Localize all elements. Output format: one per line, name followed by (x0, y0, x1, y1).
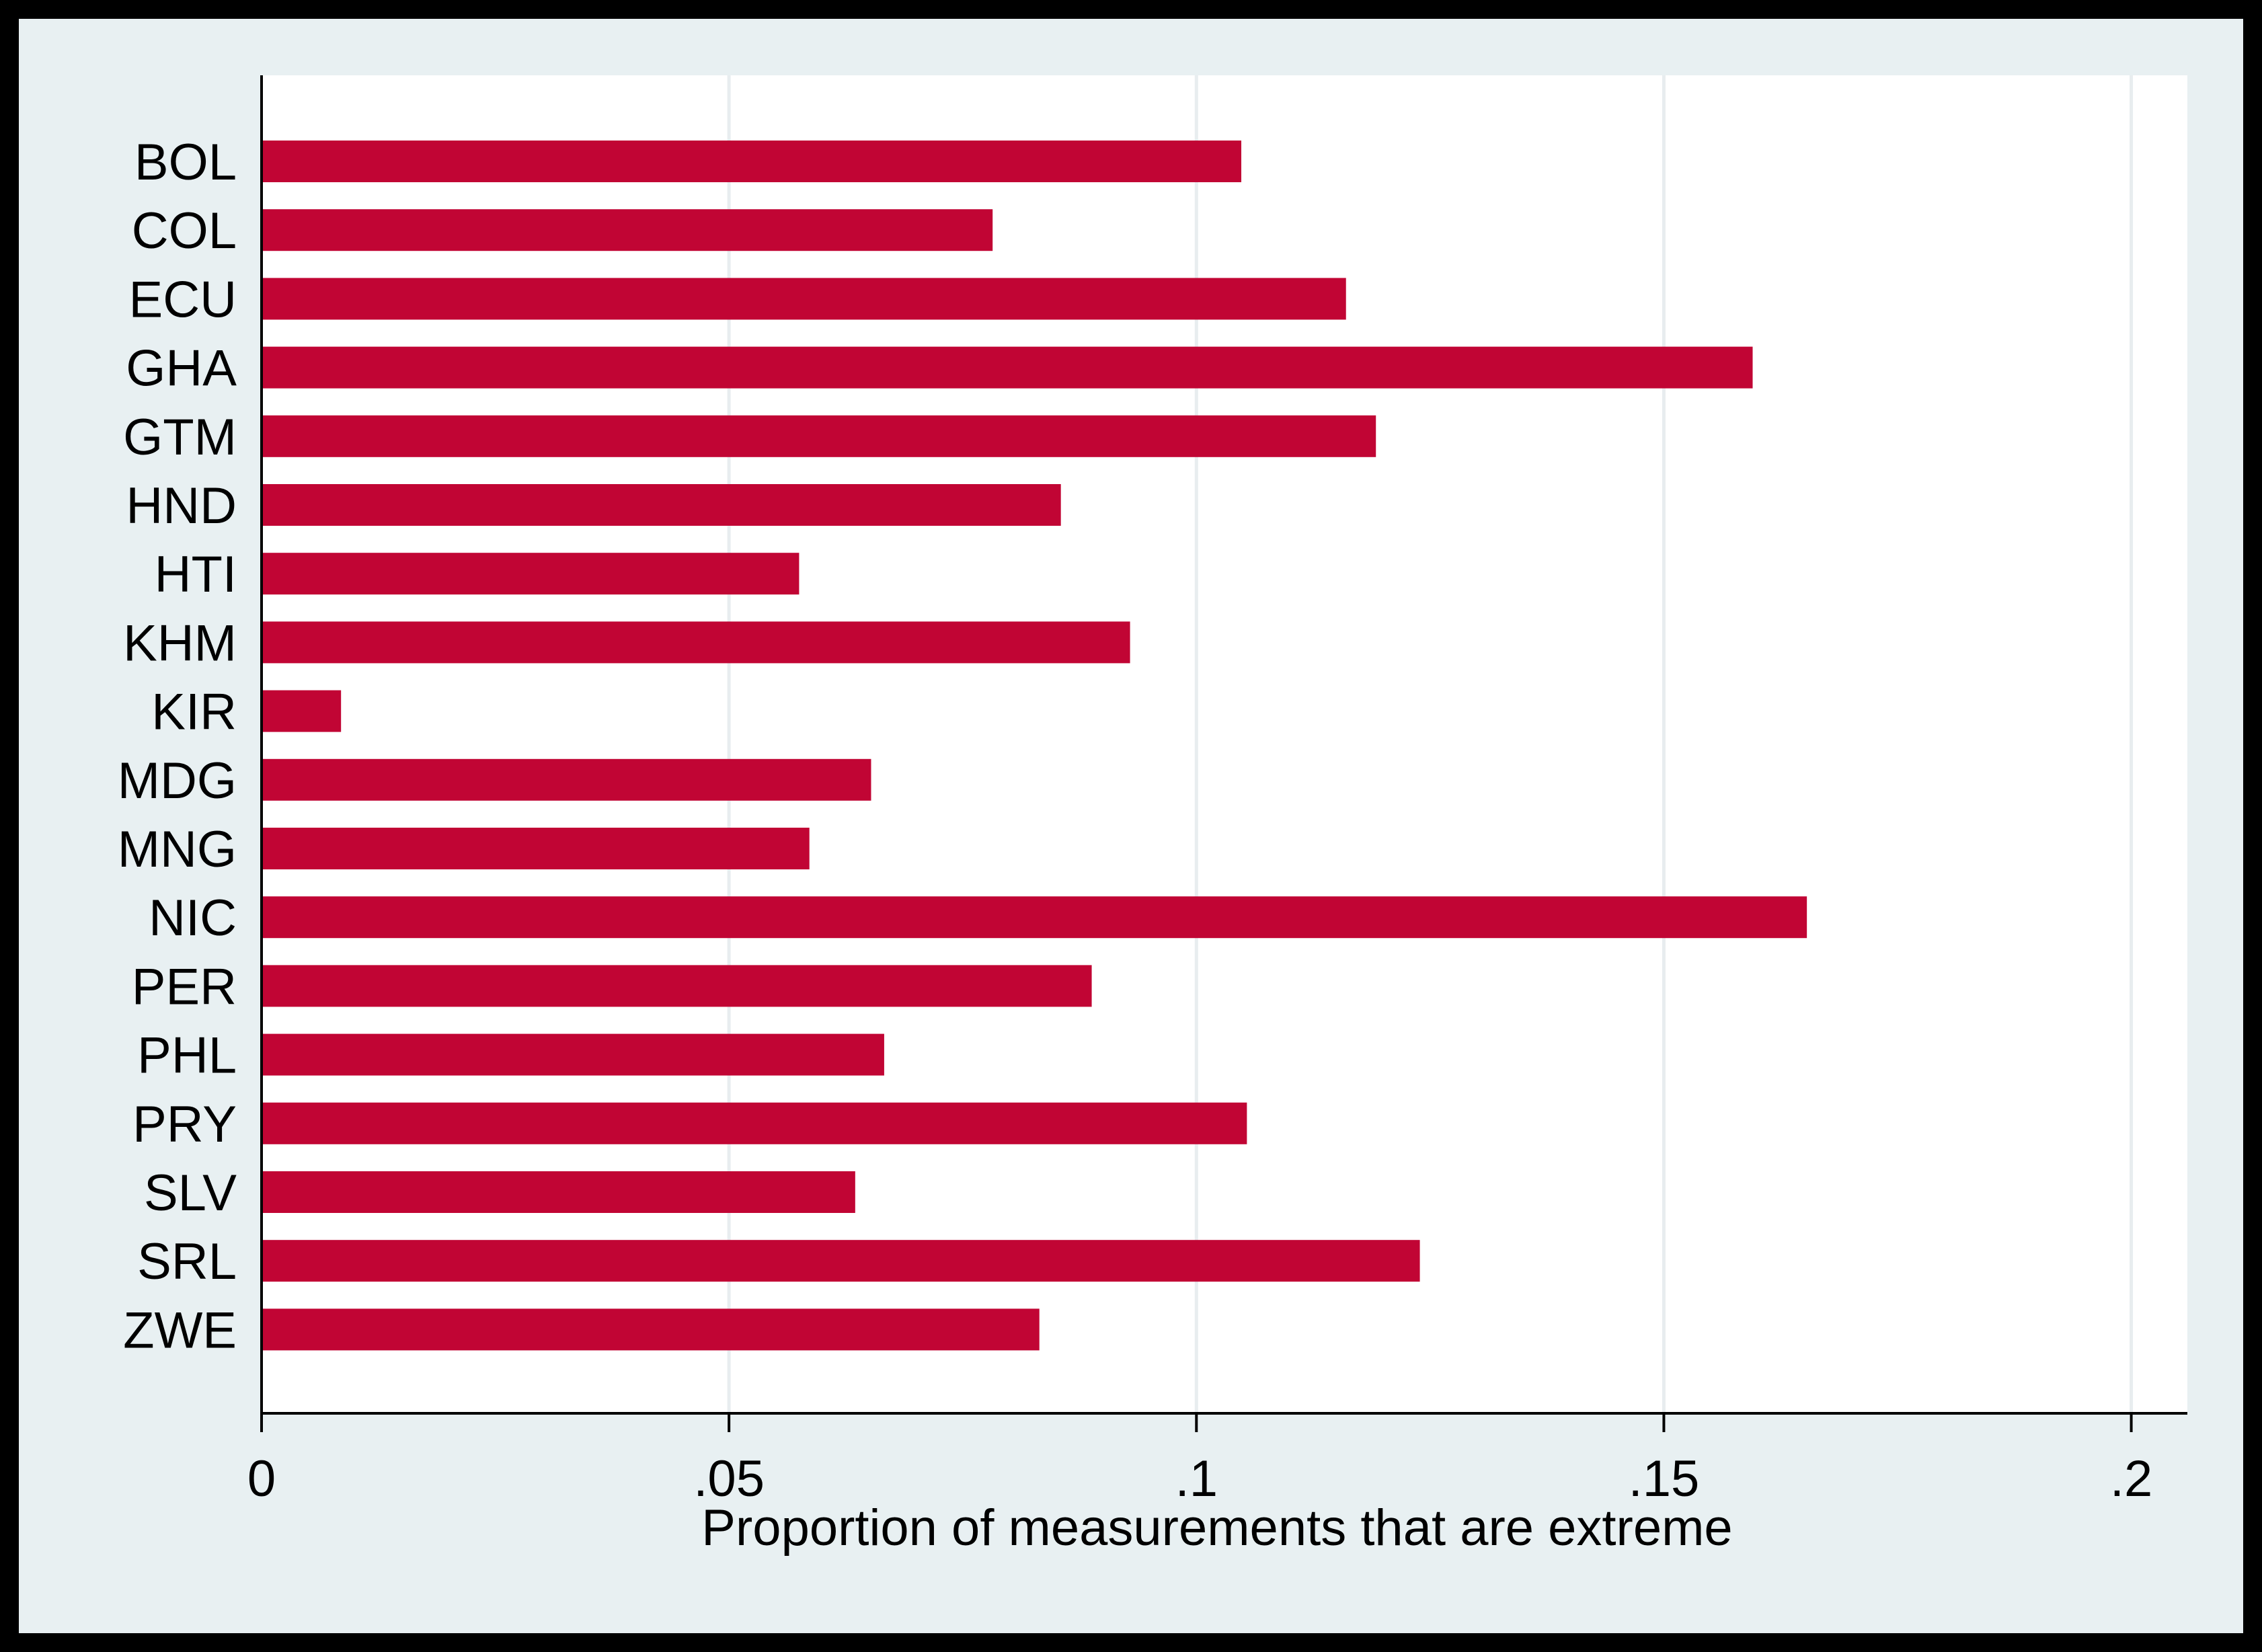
category-label-kir: KIR (151, 684, 237, 741)
category-label-nic: NIC (149, 890, 237, 947)
bar-nic (262, 896, 1807, 939)
x-tick-label-0: 0 (247, 1450, 276, 1507)
bar-kir (262, 690, 342, 732)
category-label-hnd: HND (126, 477, 237, 535)
category-label-khm: KHM (123, 615, 237, 672)
bar-mng (262, 828, 810, 869)
category-label-mng: MNG (118, 821, 237, 878)
bars (262, 141, 1807, 1351)
bar-hnd (262, 484, 1061, 526)
x-axis-ticks: 0 .05 .1 .15 .2 (247, 1413, 2152, 1507)
bar-hti (262, 553, 800, 595)
category-label-slv: SLV (144, 1165, 237, 1222)
x-tick-label-1: .05 (693, 1450, 765, 1507)
bar-bol (262, 141, 1242, 182)
category-labels: BOL COL ECU GHA GTM HND HTI KHM KIR MDG MNG NIC PER P… (118, 134, 237, 1359)
category-label-mdg: MDG (118, 752, 237, 810)
x-tick-label-2: .1 (1175, 1450, 1218, 1507)
bar-khm (262, 621, 1130, 664)
bar-phl (262, 1033, 884, 1076)
bar-pry (262, 1102, 1247, 1144)
x-tick-label-4: .2 (2110, 1450, 2152, 1507)
bar-gha (262, 346, 1753, 389)
category-label-col: COL (132, 202, 237, 260)
category-label-per: PER (132, 958, 237, 1015)
bar-per (262, 965, 1092, 1007)
bar-col (262, 209, 993, 251)
bar-mdg (262, 758, 871, 801)
category-label-ecu: ECU (129, 271, 237, 328)
x-tick-label-3: .15 (1629, 1450, 1700, 1507)
x-axis-title: Proportion of measurements that are extr… (701, 1499, 1732, 1557)
bar-gtm (262, 415, 1376, 457)
bar-srl (262, 1240, 1420, 1282)
bar-zwe (262, 1308, 1040, 1351)
bar-ecu (262, 278, 1346, 320)
bar-slv (262, 1171, 855, 1213)
category-label-gtm: GTM (123, 409, 237, 466)
category-label-srl: SRL (137, 1233, 237, 1290)
category-label-bol: BOL (134, 134, 237, 191)
category-label-gha: GHA (126, 340, 237, 397)
category-label-hti: HTI (155, 546, 237, 603)
category-label-phl: PHL (137, 1027, 237, 1085)
category-label-zwe: ZWE (123, 1302, 237, 1359)
category-label-pry: PRY (132, 1096, 237, 1153)
